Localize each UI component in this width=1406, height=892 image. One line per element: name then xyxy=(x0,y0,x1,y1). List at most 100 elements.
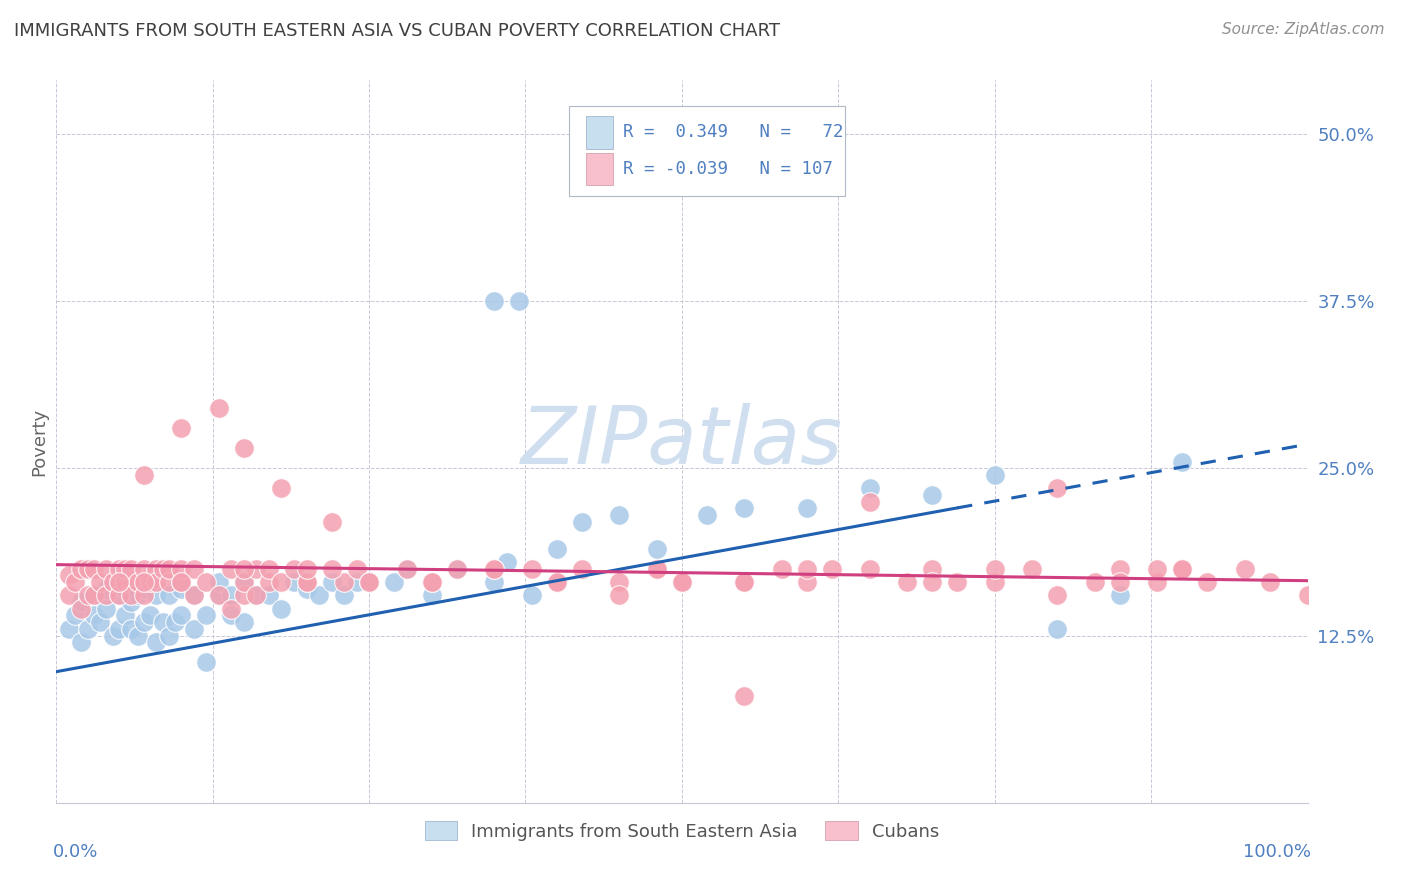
Point xyxy=(221,589,243,603)
Point xyxy=(420,589,443,603)
Point xyxy=(395,562,418,576)
Point xyxy=(170,582,193,596)
Point xyxy=(321,575,343,590)
Point xyxy=(114,608,136,623)
Point xyxy=(76,622,98,636)
Point xyxy=(195,575,218,590)
Point xyxy=(295,575,318,590)
Point xyxy=(921,488,943,502)
Point xyxy=(245,562,267,576)
Point xyxy=(734,575,756,590)
Point xyxy=(183,589,205,603)
Point xyxy=(157,562,180,576)
Point xyxy=(321,515,343,529)
Point xyxy=(484,562,506,576)
Point xyxy=(1109,589,1132,603)
Point xyxy=(114,575,136,590)
Point xyxy=(858,562,880,576)
Point xyxy=(145,575,167,590)
FancyBboxPatch shape xyxy=(585,153,613,186)
Point xyxy=(395,562,418,576)
Point xyxy=(1171,455,1194,469)
Point xyxy=(734,501,756,516)
Point xyxy=(283,562,305,576)
Point xyxy=(170,421,193,435)
Point xyxy=(858,494,880,508)
Point xyxy=(108,589,131,603)
Point xyxy=(333,575,356,590)
Point xyxy=(1171,562,1194,576)
Point xyxy=(145,635,167,649)
Point xyxy=(946,575,969,590)
Point xyxy=(208,401,231,416)
Point xyxy=(645,541,668,556)
Point xyxy=(283,575,305,590)
Text: 0.0%: 0.0% xyxy=(52,843,98,861)
Y-axis label: Poverty: Poverty xyxy=(30,408,48,475)
Point xyxy=(346,575,368,590)
Point xyxy=(921,562,943,576)
Point xyxy=(984,562,1007,576)
Point xyxy=(671,575,693,590)
Point xyxy=(89,575,111,590)
Point xyxy=(127,589,149,603)
Point xyxy=(170,608,193,623)
Point xyxy=(420,575,443,590)
Point xyxy=(1197,575,1219,590)
Point xyxy=(170,575,193,590)
Point xyxy=(346,562,368,576)
FancyBboxPatch shape xyxy=(569,105,845,196)
Text: 100.0%: 100.0% xyxy=(1243,843,1312,861)
Point xyxy=(101,628,124,642)
Point xyxy=(546,575,568,590)
Point xyxy=(295,575,318,590)
FancyBboxPatch shape xyxy=(585,116,613,149)
Point xyxy=(359,575,381,590)
Point xyxy=(1046,622,1069,636)
Point xyxy=(270,575,292,590)
Point xyxy=(770,562,793,576)
Point xyxy=(96,589,118,603)
Point xyxy=(382,575,405,590)
Point xyxy=(896,575,918,590)
Point xyxy=(70,595,93,609)
Point xyxy=(1296,589,1319,603)
Point xyxy=(114,582,136,596)
Point xyxy=(796,562,818,576)
Point xyxy=(108,589,131,603)
Point xyxy=(208,589,231,603)
Point xyxy=(671,575,693,590)
Point xyxy=(609,575,631,590)
Point xyxy=(165,615,187,630)
Point xyxy=(1258,575,1281,590)
Point xyxy=(609,589,631,603)
Point xyxy=(270,482,292,496)
Point xyxy=(233,589,256,603)
Point xyxy=(96,602,118,616)
Point xyxy=(195,655,218,669)
Point xyxy=(132,562,155,576)
Point xyxy=(821,562,844,576)
Point xyxy=(484,575,506,590)
Point xyxy=(58,568,80,582)
Point xyxy=(984,467,1007,482)
Point xyxy=(257,575,280,590)
Point xyxy=(734,689,756,703)
Point xyxy=(1109,562,1132,576)
Point xyxy=(546,575,568,590)
Point xyxy=(233,575,256,590)
Point xyxy=(83,608,105,623)
Point xyxy=(1084,575,1107,590)
Point xyxy=(145,562,167,576)
Text: IMMIGRANTS FROM SOUTH EASTERN ASIA VS CUBAN POVERTY CORRELATION CHART: IMMIGRANTS FROM SOUTH EASTERN ASIA VS CU… xyxy=(14,22,780,40)
Point xyxy=(96,582,118,596)
Point xyxy=(645,562,668,576)
Point xyxy=(546,541,568,556)
Point xyxy=(132,582,155,596)
Point xyxy=(1021,562,1043,576)
Point xyxy=(152,615,174,630)
Point xyxy=(76,589,98,603)
Point xyxy=(108,562,131,576)
Point xyxy=(520,562,543,576)
Point xyxy=(183,622,205,636)
